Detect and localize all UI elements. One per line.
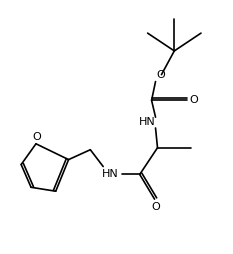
Text: O: O <box>156 70 165 80</box>
Text: HN: HN <box>102 169 118 179</box>
Text: HN: HN <box>139 117 156 127</box>
Text: O: O <box>33 132 41 142</box>
Text: O: O <box>151 202 160 212</box>
Text: O: O <box>190 95 199 105</box>
